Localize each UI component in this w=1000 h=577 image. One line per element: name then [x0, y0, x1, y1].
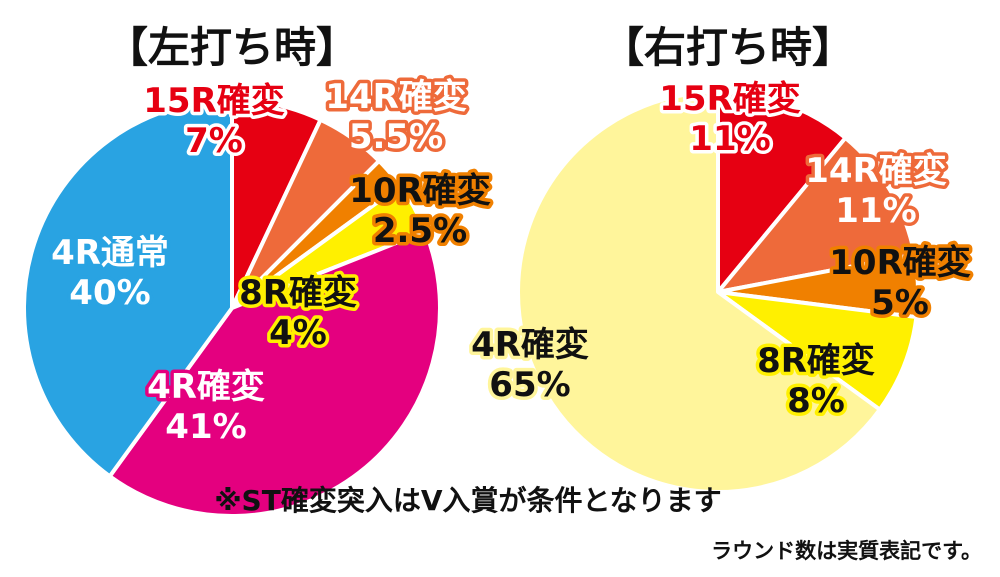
pie-left-label-2-value: 2.5% [373, 211, 467, 251]
pie-right-label-3-name: 8R確変 [757, 341, 875, 381]
pie-left-label-3-name: 8R確変 [239, 273, 357, 313]
pie-left-label-5-name: 4R通常 [51, 233, 169, 273]
pie-right-label-1-value: 11% [835, 191, 916, 231]
pie-left-label-5: 4R通常 40% [51, 233, 169, 313]
pie-right-label-3: 8R確変 8% [757, 341, 875, 421]
pie-right-label-2-value: 5% [871, 283, 929, 323]
chart-title-left: 【左打ち時】 [106, 23, 358, 72]
pie-right-label-0: 15R確変 11% [659, 79, 801, 159]
pie-right-slice-4 [516, 90, 882, 494]
pie-chart-right: 15R確変 11%14R確変 11%10R確変 5%8R確変 8%4R確変 65% [468, 76, 975, 494]
pie-right-label-4: 4R確変 65% [471, 325, 589, 405]
pie-left-slices [22, 98, 442, 519]
pie-left-label-4-name: 4R確変 [147, 367, 265, 407]
pie-left-label-4: 4R確変 41% [147, 367, 265, 447]
pie-right-label-2-name: 10R確変 [829, 243, 971, 283]
pie-left-label-2-name: 10R確変 [349, 171, 491, 211]
pie-right-label-4-name: 4R確変 [471, 325, 589, 365]
pie-right-label-2: 10R確変 5% [829, 243, 971, 323]
chart-title-right: 【右打ち時】 [602, 23, 854, 72]
pie-left-label-0-name: 15R確変 [143, 81, 285, 121]
pie-left-label-4-value: 41% [165, 407, 246, 447]
pie-right-label-4-value: 65% [489, 365, 570, 405]
pie-right-slice-0 [716, 90, 848, 294]
pie-left-label-3-value: 4% [269, 313, 327, 353]
pie-right-label-0-name: 15R確変 [659, 79, 801, 119]
pie-left-label-1-value: 5.5% [349, 117, 443, 157]
pie-right-slices [516, 90, 920, 494]
pie-left-slice-4 [107, 229, 442, 519]
pie-right-label-1-name: 14R確変 [805, 151, 947, 191]
pie-chart-left: 15R確変 7%14R確変 5.5%10R確変 2.5%8R確変 4%4R確変 41%4R… [22, 74, 495, 519]
pie-right-label-0-value: 11% [689, 119, 770, 159]
note-sub: ラウンド数は実質表記です。 [711, 539, 982, 563]
pie-left-label-1: 14R確変 5.5% [325, 77, 467, 157]
pie-right-label-1: 14R確変 11% [805, 151, 947, 231]
pie-right-slice-1 [716, 135, 917, 294]
pie-left-slice-5 [22, 98, 234, 479]
pie-right-label-3-value: 8% [787, 381, 845, 421]
pie-left-label-0-value: 7% [185, 121, 243, 161]
pie-right-labels: 15R確変 11%14R確変 11%10R確変 5%8R確変 8%4R確変 65% [468, 76, 975, 425]
pie-left-label-5-value: 40% [69, 273, 150, 313]
pie-left-label-3: 8R確変 4% [239, 273, 357, 353]
note-main: ※ST確変突入はV入賞が条件となります [214, 484, 721, 517]
pie-left-label-1-name: 14R確変 [325, 77, 467, 117]
pie-left-labels: 15R確変 7%14R確変 5.5%10R確変 2.5%8R確変 4%4R確変 41%4R… [48, 74, 495, 451]
pie-left-label-0: 15R確変 7% [143, 81, 285, 161]
pie-left-label-2: 10R確変 2.5% [349, 171, 491, 251]
